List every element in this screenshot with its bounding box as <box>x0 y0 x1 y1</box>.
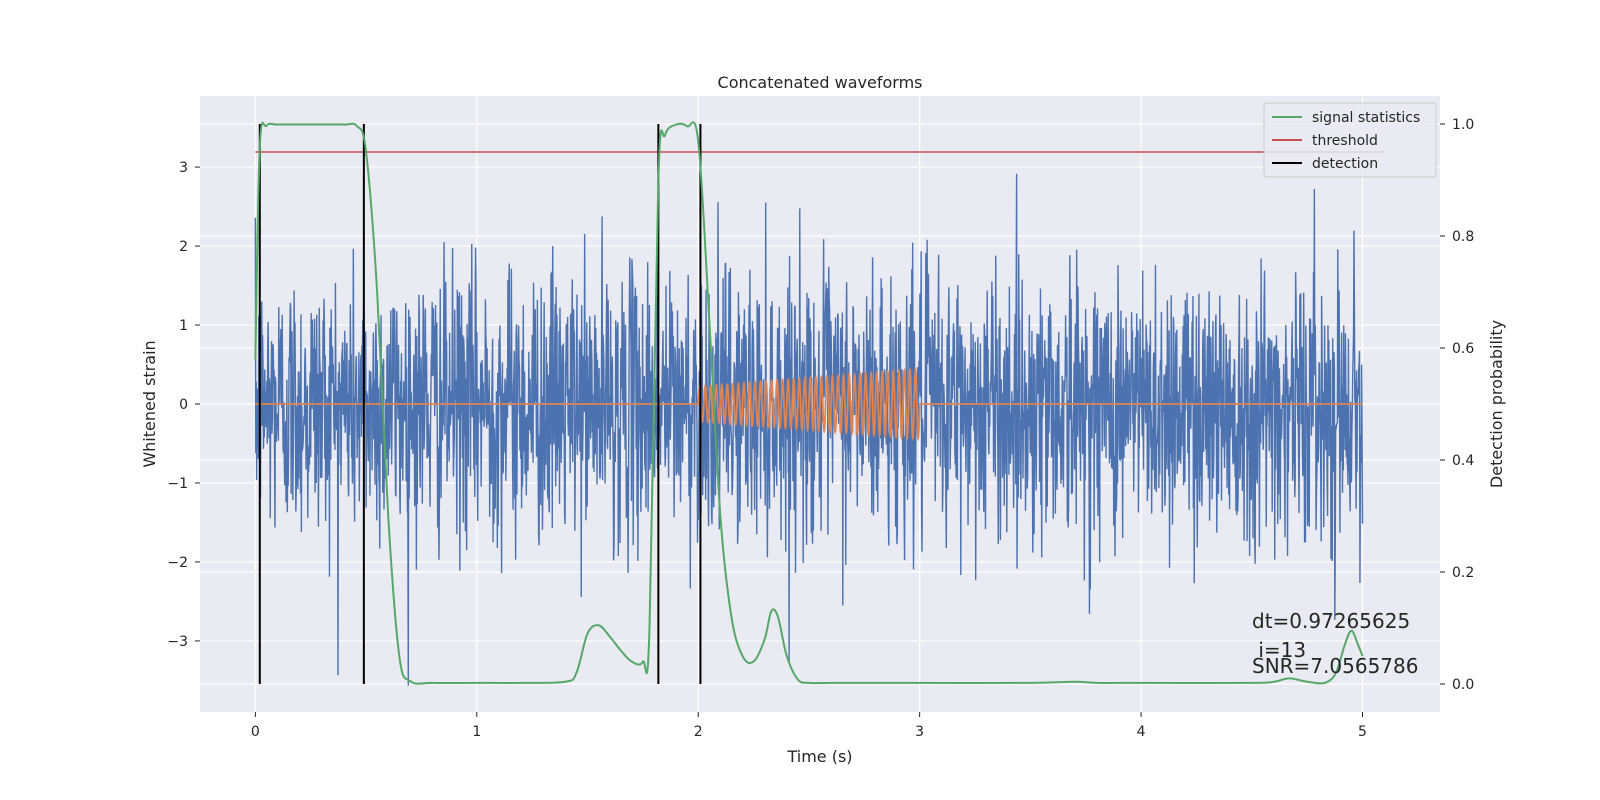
y-axis-label: Whitened strain <box>140 340 159 467</box>
y-tick-label: −1 <box>167 476 188 492</box>
y-tick-label: 1 <box>179 318 188 334</box>
y2-tick-label: 0.4 <box>1452 453 1474 469</box>
y-axis-left: −3 −2 −1 0 1 2 3 <box>167 160 200 650</box>
x-tick-label: 1 <box>472 724 481 740</box>
y2-tick-label: 1.0 <box>1452 117 1474 133</box>
x-tick-label: 0 <box>251 724 260 740</box>
legend: signal statistics threshold detection <box>1263 102 1437 178</box>
y-axis-right: 0.0 0.2 0.4 0.6 0.8 1.0 <box>1440 117 1474 693</box>
x-axis-label: Time (s) <box>786 747 852 766</box>
series-injected-signal <box>255 366 1363 442</box>
x-axis: 0 1 2 3 4 5 <box>251 712 1367 740</box>
annotation-dt: dt=0.97265625 <box>1252 609 1410 633</box>
legend-label: signal statistics <box>1312 110 1420 126</box>
x-tick-label: 4 <box>1137 724 1146 740</box>
annotation-index: i=13 <box>1252 638 1306 662</box>
y-tick-label: 0 <box>179 397 188 413</box>
annotation: dt=0.97265625 i=13 SNR=7.0565786 <box>1252 609 1418 678</box>
chart-title: Concatenated waveforms <box>718 73 923 92</box>
x-tick-label: 5 <box>1358 724 1367 740</box>
annotation-snr: SNR=7.0565786 <box>1252 654 1418 678</box>
series-signal-statistics <box>254 121 1364 685</box>
y2-axis-label: Detection probability <box>1487 320 1506 488</box>
y2-tick-label: 0.0 <box>1452 677 1474 693</box>
y-tick-label: 3 <box>179 160 188 176</box>
series-strain <box>254 173 1364 686</box>
x-tick-label: 3 <box>915 724 924 740</box>
legend-label: threshold <box>1312 133 1378 149</box>
x-tick-label: 2 <box>694 724 703 740</box>
legend-label: detection <box>1312 156 1378 172</box>
y2-tick-label: 0.2 <box>1452 565 1474 581</box>
y2-tick-label: 0.6 <box>1452 341 1474 357</box>
y-tick-label: −2 <box>167 555 188 571</box>
y2-tick-label: 0.8 <box>1452 229 1474 245</box>
y-tick-label: 2 <box>179 239 188 255</box>
legend-box <box>1263 102 1437 178</box>
y-tick-label: −3 <box>167 634 188 650</box>
series-layer <box>254 121 1385 686</box>
